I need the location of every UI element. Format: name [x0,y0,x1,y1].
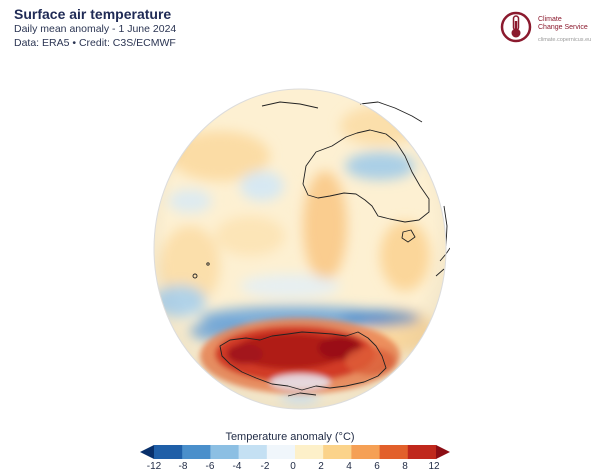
australia-coastline [302,129,430,223]
tick-label: -6 [205,461,215,472]
colorbar-cell [295,445,324,459]
tick-label: 8 [402,461,408,472]
logo-name: Climate Change Service [538,16,588,32]
tick-label: 0 [290,461,296,472]
tick-label: 12 [428,461,440,472]
globe-map[interactable] [150,86,450,412]
tick-label: -2 [260,461,270,472]
colorbar-cell [182,445,211,459]
tick-label: 6 [374,461,380,472]
logo-url: climate.copernicus.eu [538,37,592,43]
tick-label: -12 [146,461,162,472]
logo-line-1: Climate [538,16,562,23]
colorbar-extend-high [436,445,450,459]
legend-title: Temperature anomaly (°C) [225,431,355,443]
tick-label: 4 [346,461,352,472]
colorbar-cell [154,445,183,459]
tasmania-coastline [401,229,416,243]
colorbar-cell [210,445,240,459]
indonesia-coastline [261,101,319,109]
map-title: Surface air temperature [14,6,172,22]
thermometer-logo-icon [500,11,532,43]
colorbar-cell [323,445,352,459]
colorbar-ticks: -12 -8 -6 -4 -2 0 2 4 6 8 12 [0,461,600,475]
tick-label: -4 [232,461,242,472]
globe-outline [153,88,447,410]
antarctica-coastline [219,331,387,391]
colorbar-extend-low [140,445,154,459]
colorbar-cell [238,445,268,459]
copernicus-logo[interactable]: Climate Change Service climate.copernicu… [498,8,594,48]
logo-line-2: Change Service [538,24,588,31]
tick-label: 2 [318,461,324,472]
data-credit: Data: ERA5 • Credit: C3S/ECMWF [14,37,176,49]
colorbar-cell [407,445,437,459]
new-guinea-coastline [359,101,423,123]
map-subtitle: Daily mean anomaly - 1 June 2024 [14,23,177,35]
colorbar [140,445,450,459]
colorbar-cell [266,445,296,459]
tick-label: -8 [178,461,188,472]
coastlines [192,101,450,397]
colorbar-cell [379,445,409,459]
colorbar-cell [351,445,381,459]
anomaly-field [154,89,446,409]
